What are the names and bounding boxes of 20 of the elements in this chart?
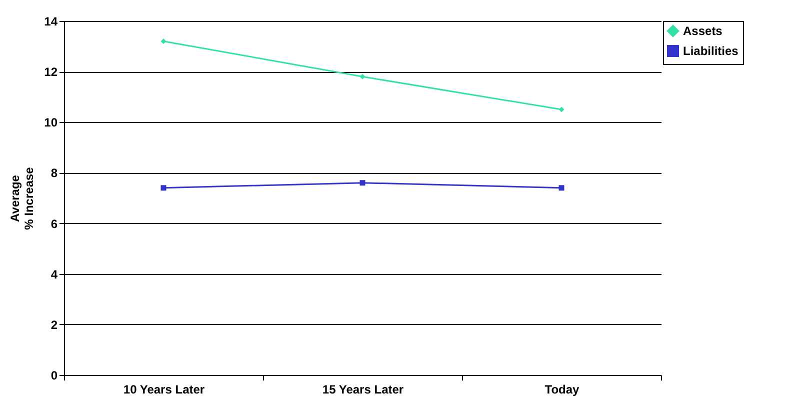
y-tick-label: 2: [50, 318, 58, 332]
y-axis-title: Average % Increase: [8, 166, 36, 230]
point: [558, 106, 564, 112]
legend-label: Liabilities: [683, 44, 739, 58]
point: [360, 74, 366, 80]
x-tick-label: Today: [544, 382, 580, 396]
y-tick-label: 4: [50, 267, 58, 282]
y-tick-label: 14: [44, 14, 58, 28]
y-tick-label: 12: [44, 65, 58, 80]
point: [558, 185, 564, 191]
point: [160, 185, 166, 191]
x-tick-label: 15 Years Later: [322, 382, 404, 396]
y-tick-label: 10: [44, 116, 58, 130]
point: [160, 38, 166, 44]
y-tick-label: 8: [50, 166, 58, 180]
x-tick-label: 10 Years Later: [123, 382, 205, 396]
y-tick-label: 6: [50, 216, 58, 231]
point: [360, 180, 366, 186]
y-tick-label: 0: [50, 368, 58, 382]
legend-label: Assets: [683, 24, 723, 38]
